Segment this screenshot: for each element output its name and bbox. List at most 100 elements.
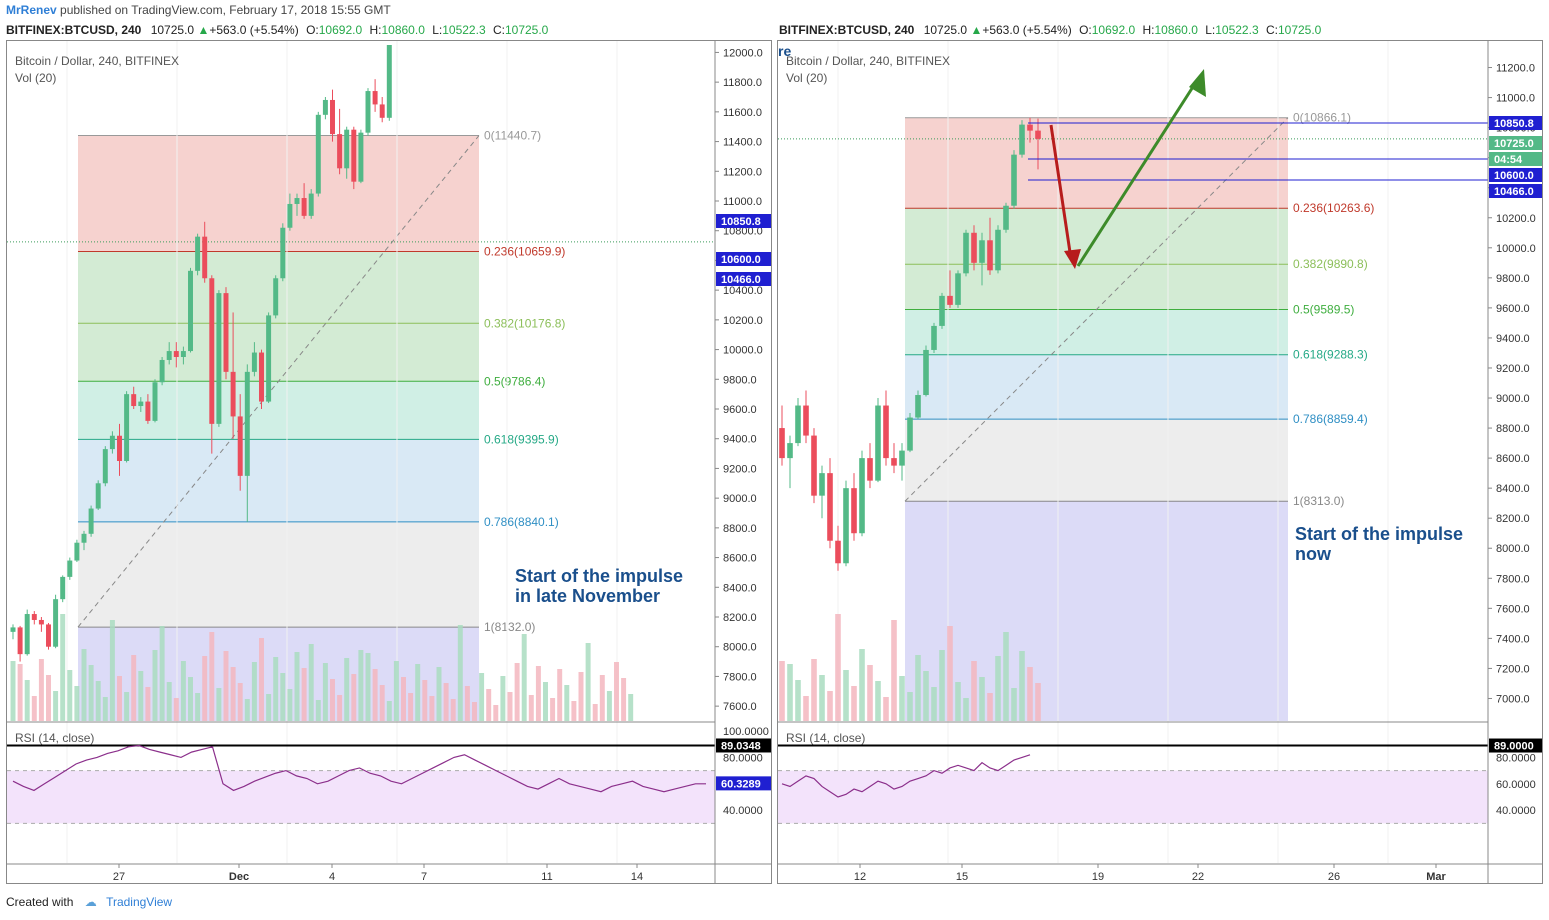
candle-body xyxy=(88,508,94,534)
close-value: 10725.0 xyxy=(923,23,968,37)
candle-body xyxy=(963,232,969,274)
volume-bar xyxy=(578,672,584,721)
fib-zone xyxy=(905,264,1288,310)
volume-bar xyxy=(787,664,793,721)
volume-bar xyxy=(875,681,881,721)
volume-bar xyxy=(109,620,115,721)
author-name[interactable]: MrRenev xyxy=(6,3,57,17)
fib-zone xyxy=(905,354,1288,420)
volume-bar xyxy=(294,652,300,721)
volume-bar xyxy=(195,693,201,721)
fib-trend-line xyxy=(904,117,1289,502)
volume-bar xyxy=(443,683,449,721)
candle-body xyxy=(344,129,350,169)
volume-bar xyxy=(851,686,857,721)
rsi-tick-label: 100.0000 xyxy=(723,726,769,738)
volume-bar xyxy=(507,692,513,721)
fib-level-label: 0.5(9589.5) xyxy=(1293,302,1354,316)
y-tick-label: 9800.0 xyxy=(723,374,757,386)
y-tick-label: 11600.0 xyxy=(723,107,762,119)
right-chart-svg[interactable]: 0(10866.1) 0.236(10263.6) 0.382(9890.8) 0.5… xyxy=(778,41,1543,884)
change-up-icon: ▲ xyxy=(197,23,210,37)
volume-bar xyxy=(237,683,243,721)
y-tick-label: 10000.0 xyxy=(1496,243,1536,255)
volume-bar xyxy=(939,650,945,721)
fib-level-label: 0.236(10263.6) xyxy=(1293,201,1374,215)
candle-body xyxy=(102,449,108,484)
candle-body xyxy=(138,401,144,407)
candle-body xyxy=(95,483,101,509)
volume-bar xyxy=(514,663,520,721)
candle-body xyxy=(851,488,857,534)
y-tick-label: 9200.0 xyxy=(723,463,757,475)
volume-bar xyxy=(599,675,605,721)
open-value: 10692.0 xyxy=(318,23,363,37)
volume-bar xyxy=(779,661,785,721)
volume-bar xyxy=(138,671,144,721)
candle-body xyxy=(173,351,179,357)
volume-bar xyxy=(337,695,343,721)
left-chart-svg[interactable]: 0(11440.7) 0.236(10659.9) 0.382(10176.8) 0.… xyxy=(7,41,772,884)
rsi-tag xyxy=(716,776,771,791)
publish-info: published on TradingView.com, February 1… xyxy=(60,3,391,17)
volume-bar xyxy=(963,698,969,721)
candle-body xyxy=(259,352,264,402)
fib-level-label: 1(8313.0) xyxy=(1293,494,1344,508)
y-tick-label: 8000.0 xyxy=(1496,543,1530,555)
volume-bar xyxy=(131,655,137,721)
price-tag xyxy=(1489,116,1542,130)
y-tick-label: 10400.0 xyxy=(723,285,763,297)
y-tick-label: 9400.0 xyxy=(723,434,757,446)
fib-zone xyxy=(905,117,1288,209)
volume-bar xyxy=(159,626,165,721)
rsi-pane xyxy=(778,744,1488,824)
volume-bar xyxy=(322,663,328,721)
volume-bar xyxy=(521,634,527,721)
volume-bar xyxy=(259,638,264,721)
y-tick-label: 11000.0 xyxy=(723,196,762,208)
ohlc-bar-left: BITFINEX:BTCUSD, 240 10725.0 ▲+563.0 (+5… xyxy=(6,20,548,40)
candle-body xyxy=(795,405,801,444)
candle-body xyxy=(273,278,279,316)
volume-bar xyxy=(145,687,151,721)
rsi-line xyxy=(781,754,1031,798)
candle-body xyxy=(81,533,87,543)
y-tick-label: 9800.0 xyxy=(1496,273,1530,285)
volume-bar xyxy=(883,697,889,721)
candle-body xyxy=(979,240,985,263)
y-tick-label: 10800.0 xyxy=(723,226,763,238)
volume-bar xyxy=(795,680,801,721)
volume-bar xyxy=(124,692,130,721)
tradingview-link[interactable]: TradingView xyxy=(106,895,173,909)
y-tick-label: 9000.0 xyxy=(723,493,757,505)
volume-bar xyxy=(1019,651,1025,721)
y-tick-label: 8800.0 xyxy=(723,523,757,535)
x-tick-label: 19 xyxy=(1092,871,1104,883)
left-chart-panel[interactable]: 0(11440.7) 0.236(10659.9) 0.382(10176.8) 0.… xyxy=(6,40,772,884)
right-chart-panel[interactable]: 0(10866.1) 0.236(10263.6) 0.382(9890.8) 0.5… xyxy=(777,40,1543,884)
y-tick-label: 11200.0 xyxy=(723,166,762,178)
volume-bar xyxy=(24,680,30,721)
candle-body xyxy=(787,443,793,459)
symbol-label: BITFINEX:BTCUSD, 240 xyxy=(779,23,915,37)
candle-body xyxy=(939,295,945,326)
candle-body xyxy=(188,270,193,352)
legend-prefix: re xyxy=(778,43,791,59)
volume-bar xyxy=(17,664,23,721)
rsi-tag-label: 89.0348 xyxy=(721,740,761,752)
candle-body xyxy=(117,435,122,461)
volume-bar xyxy=(67,670,73,721)
candle-body xyxy=(987,240,993,271)
y-tick-label: 8600.0 xyxy=(723,553,757,565)
rsi-tag xyxy=(1489,738,1542,753)
candle-body xyxy=(315,114,321,194)
x-tick-label: Dec xyxy=(229,871,249,883)
candle-body xyxy=(819,473,825,496)
volume-bar xyxy=(46,675,51,721)
volume-bar xyxy=(915,655,921,721)
candle-body xyxy=(38,619,44,625)
rsi-tick-label: 40.0000 xyxy=(1496,805,1536,817)
volume-bar xyxy=(971,661,977,721)
candle-body xyxy=(216,293,222,424)
candle-body xyxy=(17,627,23,655)
